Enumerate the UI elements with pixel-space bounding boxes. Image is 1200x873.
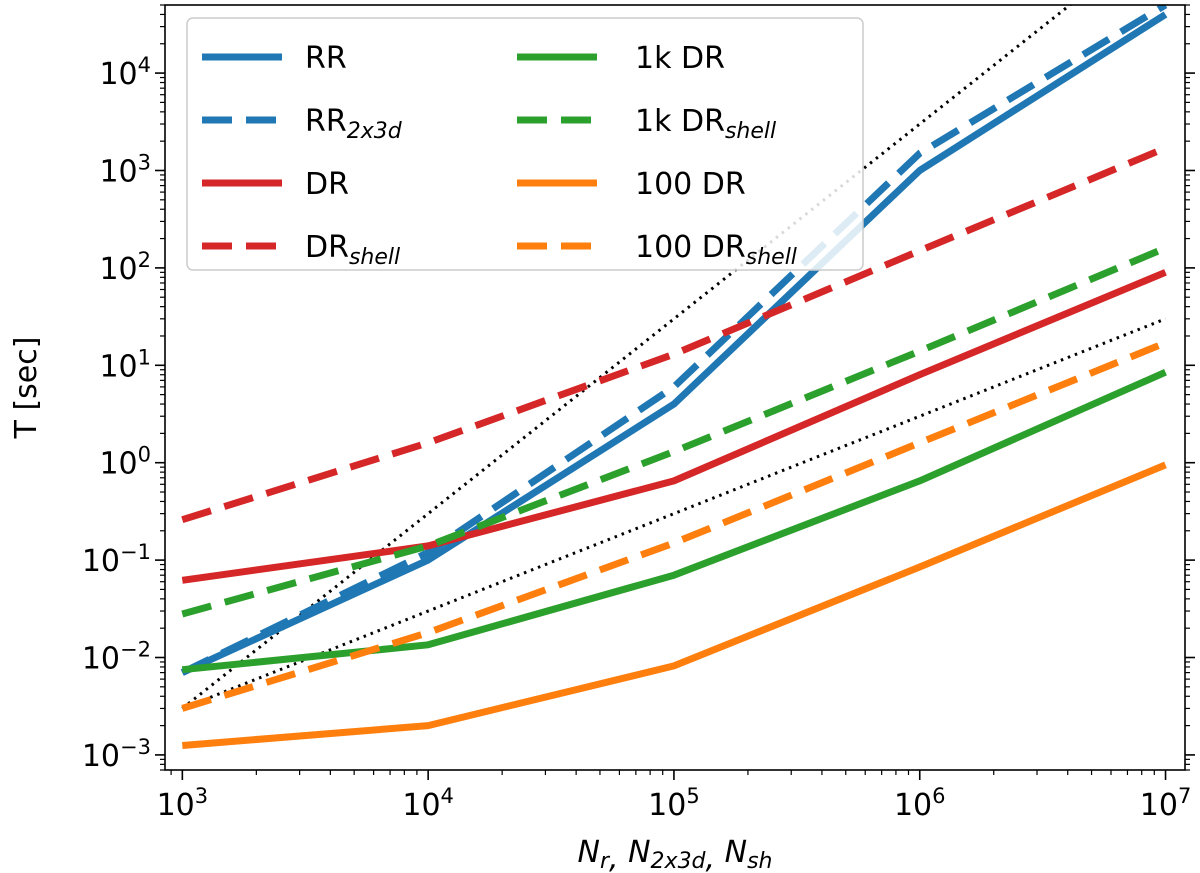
x-tick-label: 106: [894, 784, 946, 823]
n-squared-guide: [181, 5, 1073, 710]
y-tick-label: 101: [99, 345, 151, 384]
legend-label-rr: RR: [305, 41, 347, 76]
x-tick-label: 105: [648, 784, 700, 823]
ticks-layer: [155, 4, 1195, 780]
legend-label-1k-dr: 1k DR: [635, 41, 725, 76]
legend-frame: [186, 17, 864, 271]
legend-label-dr-shell: DRshell: [305, 230, 400, 270]
series-dr: [181, 269, 1167, 584]
y-tick-label: 10−3: [82, 735, 151, 774]
x-tick-label: 103: [157, 784, 209, 823]
x-axis-title: Nr, N2x3d, Nsh: [578, 835, 773, 873]
series-rr: [180, 11, 1168, 676]
legend-label-1k-dr-shell: 1k DRshell: [635, 104, 776, 144]
y-tick-label: 10−2: [82, 638, 151, 677]
plot-frame: [164, 4, 1186, 771]
legend-label-rr-2x3d: RR2x3d: [305, 104, 403, 144]
legend-label-dr: DR: [305, 167, 349, 202]
y-tick-label: 100: [99, 443, 151, 482]
series-layer: [180, 5, 1168, 749]
x-tick-label: 107: [1140, 784, 1192, 823]
labels-layer: 103 104 105 106 107 10−3 10−2 10−1 100 101 102 103 1…: [9, 53, 1191, 873]
y-tick-label: 10−1: [82, 540, 151, 579]
y-axis-title: T [sec]: [9, 337, 44, 440]
y-tick-label: 104: [99, 53, 151, 92]
y-tick-label: 102: [99, 248, 151, 287]
x-tick-label: 104: [402, 784, 454, 823]
series-100-dr: [182, 461, 1167, 749]
legend-label-100-dr: 100 DR: [635, 167, 746, 202]
series-1k-dr: [181, 368, 1167, 674]
legend: RR RR2x3d DR DRshell 1k DR 1k DRshell 100 DR 10…: [186, 17, 864, 271]
y-tick-label: 103: [99, 150, 151, 189]
series-rr-2x3d: [180, 5, 1168, 676]
legend-label-100-dr-shell: 100 DRshell: [635, 230, 797, 270]
